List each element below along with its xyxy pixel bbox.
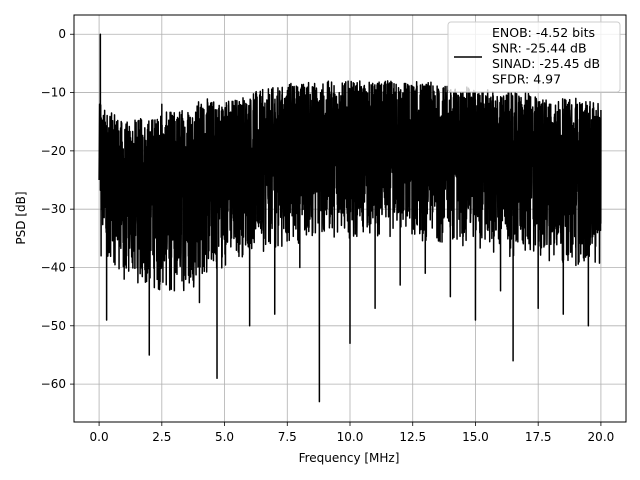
- y-tick-label: 0: [58, 27, 66, 41]
- series-layer: [98, 33, 602, 403]
- x-axis-ticks: 0.0 2.5 5.0 7.5 10.0 12.5 15.0 17.5 20.0: [90, 422, 615, 444]
- x-tick-label: 20.0: [588, 430, 615, 444]
- y-tick-label: −30: [41, 202, 66, 216]
- legend-entry-label: SNR: -25.44 dB: [492, 41, 587, 56]
- legend-entry-label: ENOB: -4.52 bits: [492, 25, 595, 40]
- x-tick-label: 10.0: [337, 430, 364, 444]
- x-tick-label: 0.0: [90, 430, 109, 444]
- y-tick-label: −40: [41, 260, 66, 274]
- x-tick-label: 15.0: [462, 430, 489, 444]
- y-tick-label: −60: [41, 377, 66, 391]
- legend-entry-label: SINAD: -25.45 dB: [492, 56, 600, 71]
- x-tick-label: 7.5: [278, 430, 297, 444]
- y-axis-ticks: 0 −10 −20 −30 −40 −50 −60: [41, 27, 74, 391]
- psd-series-line: [98, 33, 602, 403]
- y-tick-label: −10: [41, 86, 66, 100]
- y-tick-label: −20: [41, 144, 66, 158]
- x-axis-label: Frequency [MHz]: [299, 451, 400, 465]
- x-tick-label: 5.0: [215, 430, 234, 444]
- x-tick-label: 2.5: [152, 430, 171, 444]
- y-tick-label: −50: [41, 319, 66, 333]
- legend-entry-label: SFDR: 4.97: [492, 72, 561, 87]
- legend-box: [447, 21, 621, 93]
- y-axis-label: PSD [dB]: [14, 191, 28, 244]
- x-tick-label: 17.5: [525, 430, 552, 444]
- x-tick-label: 12.5: [399, 430, 426, 444]
